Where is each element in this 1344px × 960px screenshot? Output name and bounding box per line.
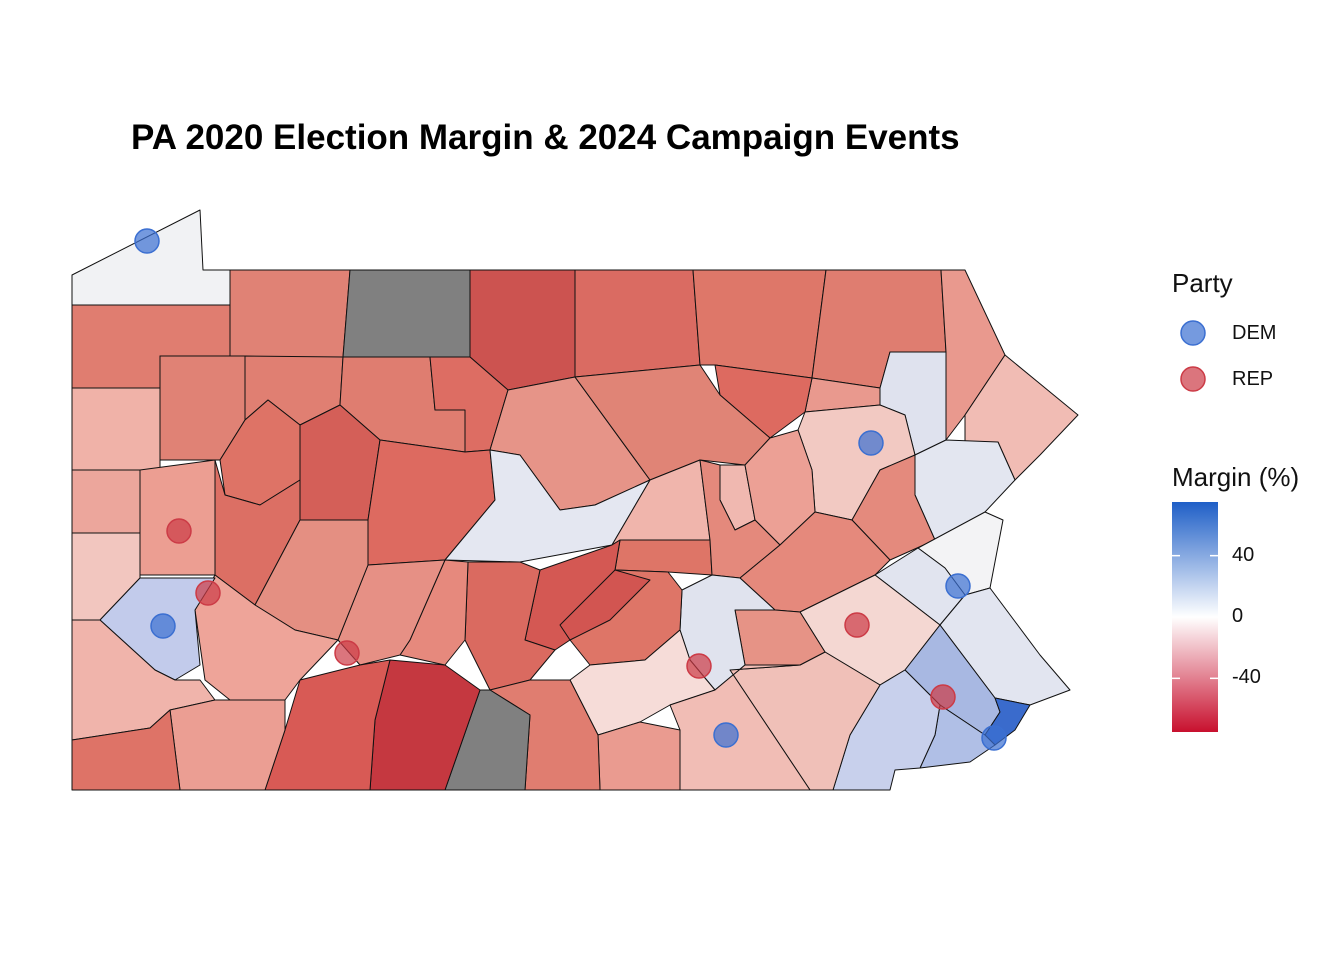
event-marker-dem xyxy=(945,573,971,599)
county-mercer xyxy=(71,387,161,471)
county-butler xyxy=(139,459,216,576)
county-huntingdon xyxy=(464,561,556,691)
event-marker-dem xyxy=(713,722,739,748)
event-marker-rep xyxy=(686,653,712,679)
colorbar-tick-label: -40 xyxy=(1232,666,1261,689)
event-marker-dem xyxy=(858,430,884,456)
event-marker-rep xyxy=(195,580,221,606)
colorbar-tick-label: 40 xyxy=(1232,543,1255,566)
colorbar-tick-label: 0 xyxy=(1232,605,1244,627)
county-sullivan xyxy=(714,364,813,439)
event-marker-rep xyxy=(166,518,192,544)
legend-dem-key xyxy=(1180,320,1206,346)
county-mckean xyxy=(342,269,471,358)
county-northumberland xyxy=(699,459,781,579)
county-fayette xyxy=(169,699,286,791)
county-warren xyxy=(229,269,351,358)
event-marker-rep xyxy=(930,684,956,710)
county-bradford xyxy=(692,269,827,379)
county-snyder xyxy=(614,539,713,576)
county-greene xyxy=(71,709,181,791)
legend-margin-title: Margin (%) xyxy=(1172,462,1300,492)
legend-party-title: Party xyxy=(1172,268,1233,298)
county-erie xyxy=(71,209,231,306)
legend-rep-key xyxy=(1180,366,1206,392)
county-westmoreland xyxy=(194,574,339,701)
event-marker-rep xyxy=(334,640,360,666)
event-marker-dem xyxy=(134,228,160,254)
page-title: PA 2020 Election Margin & 2024 Campaign … xyxy=(131,118,960,157)
campaign-event-markers xyxy=(134,228,1007,751)
county-adams xyxy=(597,721,681,791)
margin-colorbar xyxy=(1172,502,1218,732)
event-marker-dem xyxy=(981,725,1007,751)
county-juniata xyxy=(559,569,651,641)
county-tioga xyxy=(574,269,701,378)
legend-party-keys xyxy=(1180,320,1206,392)
county-lawrence xyxy=(71,469,141,534)
legend-rep-label: REP xyxy=(1232,368,1274,390)
event-marker-rep xyxy=(844,612,870,638)
colorbar-ticks xyxy=(1172,554,1218,680)
county-polygons xyxy=(71,209,1079,791)
legend-dem-label: DEM xyxy=(1232,322,1277,344)
event-marker-dem xyxy=(150,613,176,639)
